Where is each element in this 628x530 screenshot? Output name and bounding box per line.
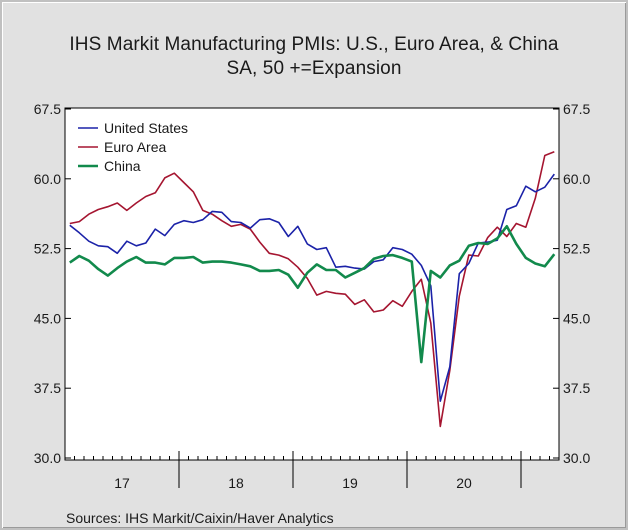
chart-subtitle: SA, 50 +=Expansion [226, 58, 402, 79]
x-tick-label: 20 [456, 475, 472, 491]
series-line-china [69, 225, 556, 364]
y-tick-label-left: 37.5 [34, 380, 61, 396]
series-line-united-states [69, 173, 555, 403]
legend: United States Euro Area China [78, 120, 188, 174]
y-tick-label-left: 45.0 [34, 310, 61, 326]
y-tick-label-left: 52.5 [34, 241, 61, 257]
y-tick-label-right: 45.0 [563, 310, 590, 326]
plot-area [64, 107, 560, 461]
x-axis: 17 18 19 20 [74, 451, 550, 491]
legend-label: China [104, 158, 141, 174]
source-note: Sources: IHS Markit/Caixin/Haver Analyti… [66, 510, 334, 526]
y-tick-label-left: 60.0 [34, 171, 61, 187]
chart-title: IHS Markit Manufacturing PMIs: U.S., Eur… [69, 34, 559, 55]
x-tick-label: 19 [342, 475, 358, 491]
x-tick-label: 18 [228, 475, 244, 491]
y-tick-label-right: 37.5 [563, 380, 590, 396]
y-tick-label-left: 67.5 [34, 101, 61, 117]
y-tick-label-right: 30.0 [563, 450, 590, 466]
y-tick-label-right: 60.0 [563, 171, 590, 187]
y-tick-label-right: 67.5 [563, 101, 590, 117]
series-lines [69, 151, 556, 428]
y-axis-right: 30.0 37.5 45.0 52.5 60.0 67.5 [553, 101, 590, 466]
y-axis-left: 30.0 37.5 45.0 52.5 60.0 67.5 [34, 101, 71, 466]
legend-label: United States [104, 120, 188, 136]
x-tick-label: 17 [114, 475, 130, 491]
y-tick-label-left: 30.0 [34, 450, 61, 466]
legend-label: Euro Area [104, 139, 166, 155]
series-line-euro-area [69, 151, 555, 428]
y-tick-label-right: 52.5 [563, 241, 590, 257]
